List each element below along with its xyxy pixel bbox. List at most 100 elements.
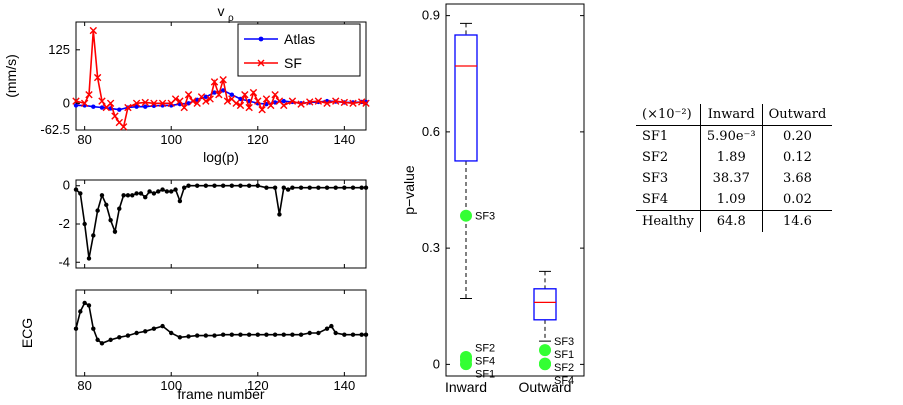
series-marker-sf [176,97,184,105]
table-cell: 14.6 [762,210,833,232]
series-marker [255,183,260,188]
series-marker [82,300,87,306]
series-marker [147,189,152,194]
table-cell: SF3 [636,168,701,189]
series-marker [121,193,126,198]
legend-label: SF [284,55,302,71]
y-tick-label: 0.6 [422,124,440,139]
series-marker-sf [323,99,331,107]
series-marker-sf [232,99,240,107]
series-marker-sf [223,97,232,105]
series-marker-sf [215,91,223,99]
series-marker-sf [245,103,253,112]
table-cell: SF2 [636,147,701,168]
y-tick-label: 0.3 [422,240,440,255]
series-marker-sf [89,26,98,35]
chart-title-subscript: ρ [228,13,234,24]
outlier-label: SF3 [475,211,495,223]
legend-box [237,23,361,77]
series-marker [285,187,291,192]
series-marker-atlas [73,103,79,108]
series-marker [130,193,135,198]
series-marker-sf [314,97,323,105]
series-marker [177,335,183,340]
series-marker [86,256,92,261]
series-marker-sf [236,101,245,110]
y-axis-label: p−value [401,165,417,215]
series-marker-sf [80,99,89,107]
series-marker-sf [249,88,258,97]
table-cell: 0.12 [782,150,812,165]
series-marker [212,333,217,338]
table-cell: 5.90e⁻³ [700,125,763,147]
series-marker [143,329,148,334]
outlier-label: SF3 [554,336,574,348]
series-marker-sf [119,123,128,131]
series-marker [307,185,312,190]
series-marker-sf [271,91,279,99]
series-marker [156,189,161,194]
outlier-point [460,358,472,371]
series-marker-sf [340,98,349,107]
series-marker-atlas [203,94,209,100]
series-marker [281,332,286,337]
series-marker-sf [141,98,149,107]
series-marker [112,229,118,234]
x-tick-label: 140 [334,132,356,147]
series-marker [298,332,304,337]
series-marker [333,185,338,190]
series-marker [95,208,100,213]
series-marker [272,332,278,337]
y-tick-label: -62.5 [40,122,70,137]
series-marker [212,183,217,188]
series-marker [264,332,269,337]
series-marker-atlas [212,90,217,95]
series-marker-atlas [134,104,139,109]
series-marker-sf [202,97,210,105]
y-tick-label: -2 [58,216,70,231]
series-marker [316,185,321,190]
legend-label: Atlas [284,31,315,47]
series-marker-sf [297,100,305,108]
series-marker [324,185,330,190]
outlier-label: SF4 [554,375,574,387]
series-marker-sf [193,99,201,107]
series-marker-sf [219,76,227,84]
series-marker [194,183,200,188]
outlier-label: SF1 [554,349,574,361]
table-cell: SF1 [636,125,701,147]
series-marker [255,332,260,337]
series-marker [229,332,235,337]
series-marker [238,332,243,337]
series-marker [95,337,100,343]
series-marker [350,332,356,337]
series-marker-sf [267,101,275,110]
ecg-axes [75,289,367,377]
series-marker [238,183,243,188]
series-marker [359,185,364,190]
series-marker [307,330,312,336]
series-marker [73,326,79,331]
x-tick-label: 100 [160,378,182,393]
series-marker-sf [332,97,340,105]
series-marker [117,206,122,211]
series-marker [108,217,113,223]
y-tick-label: 0 [63,95,70,110]
series-marker [104,202,109,208]
y-tick-label: 0 [63,178,70,193]
x-tick-label: 140 [334,378,356,393]
table-cell: 0.20 [782,129,812,144]
series-marker-sf [111,112,119,120]
table-row: SF4 1.09 0.02 [636,189,832,211]
series-marker [160,323,165,329]
legend-marker [257,59,265,67]
series-marker [333,330,338,336]
table-cell: 3.68 [782,171,812,186]
series-marker-atlas [220,88,226,93]
series-marker-sf [132,99,141,107]
series-marker [151,326,157,331]
y-tick-label: 0 [433,356,440,371]
series-marker [82,221,87,227]
series-marker [290,185,295,190]
